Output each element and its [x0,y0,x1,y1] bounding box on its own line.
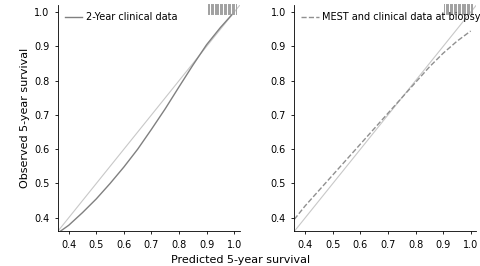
Legend: 2-Year clinical data: 2-Year clinical data [62,10,179,24]
Y-axis label: Observed 5-year survival: Observed 5-year survival [20,48,30,189]
Text: Predicted 5-year survival: Predicted 5-year survival [170,255,310,265]
Legend: MEST and clinical data at biopsy: MEST and clinical data at biopsy [299,10,480,24]
